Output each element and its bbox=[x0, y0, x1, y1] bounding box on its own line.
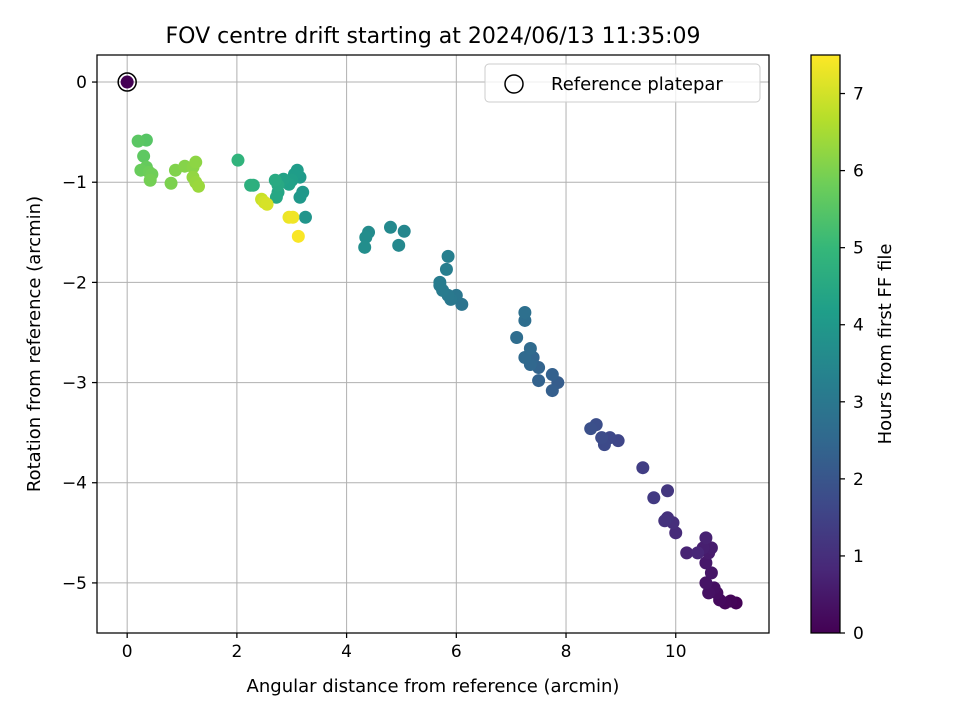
data-point bbox=[433, 275, 447, 289]
data-point bbox=[584, 422, 598, 436]
colorbar-tick-label: 5 bbox=[853, 239, 864, 259]
data-point bbox=[441, 249, 455, 263]
data-point bbox=[298, 210, 312, 224]
data-point bbox=[143, 173, 157, 187]
data-point bbox=[244, 178, 258, 192]
x-tick-label: 8 bbox=[561, 642, 572, 662]
data-point bbox=[699, 531, 713, 545]
data-point bbox=[702, 586, 716, 600]
y-axis-ticks: 0 −1 −2 −3 −4 −5 bbox=[62, 73, 97, 594]
data-point bbox=[699, 556, 713, 570]
x-tick-label: 10 bbox=[665, 642, 687, 662]
data-point bbox=[545, 384, 559, 398]
reference-platepar-point bbox=[117, 72, 137, 92]
plot-frame bbox=[96, 54, 770, 634]
legend-entry-reference-platepar: Reference platepar bbox=[551, 74, 723, 95]
colorbar-tick-label: 4 bbox=[853, 316, 864, 336]
data-point bbox=[699, 576, 713, 590]
data-points bbox=[131, 133, 743, 610]
y-tick-label: −1 bbox=[62, 173, 87, 193]
y-tick-label: 0 bbox=[76, 73, 87, 93]
y-tick-label: −4 bbox=[62, 474, 87, 494]
data-point bbox=[532, 374, 546, 388]
y-tick-label: −2 bbox=[62, 273, 87, 293]
data-point bbox=[164, 176, 178, 190]
data-point bbox=[439, 262, 453, 276]
data-point bbox=[291, 229, 305, 243]
data-point bbox=[647, 491, 661, 505]
data-point bbox=[691, 546, 705, 560]
data-point bbox=[268, 173, 282, 187]
data-point bbox=[189, 155, 203, 169]
plot-area-background bbox=[97, 55, 769, 633]
data-point bbox=[293, 190, 307, 204]
y-tick-label: −5 bbox=[62, 574, 87, 594]
colorbar-ticks: 0 1 2 3 4 5 6 7 bbox=[840, 85, 864, 644]
data-point bbox=[510, 330, 524, 344]
data-point bbox=[392, 238, 406, 252]
data-point bbox=[595, 431, 609, 445]
data-point bbox=[269, 190, 283, 204]
colorbar-tick-label: 1 bbox=[853, 547, 864, 567]
legend-marker-icon bbox=[504, 74, 524, 94]
data-point bbox=[658, 514, 672, 528]
colorbar-label: Hours from first FF file bbox=[875, 244, 896, 445]
data-point bbox=[137, 149, 151, 163]
data-point bbox=[704, 566, 718, 580]
data-point bbox=[131, 134, 145, 148]
reference-data-point bbox=[120, 75, 134, 89]
colorbar-tick-label: 6 bbox=[853, 162, 864, 182]
data-point bbox=[669, 526, 683, 540]
x-axis-ticks: 0 2 4 6 8 10 bbox=[122, 633, 687, 662]
x-tick-label: 0 bbox=[122, 642, 133, 662]
data-point bbox=[359, 230, 373, 244]
data-point bbox=[397, 224, 411, 238]
x-axis-label: Angular distance from reference (arcmin) bbox=[247, 676, 620, 697]
colorbar-tick-label: 2 bbox=[853, 470, 864, 490]
x-tick-label: 6 bbox=[451, 642, 462, 662]
data-point bbox=[545, 368, 559, 382]
legend-box bbox=[484, 63, 761, 103]
data-point bbox=[358, 240, 372, 254]
reference-marker-ring bbox=[117, 72, 137, 92]
data-point bbox=[680, 546, 694, 560]
data-point bbox=[518, 305, 532, 319]
grid bbox=[97, 55, 769, 633]
data-point bbox=[191, 179, 205, 193]
legend: Reference platepar bbox=[484, 63, 761, 103]
y-tick-label: −3 bbox=[62, 374, 87, 394]
data-point bbox=[661, 484, 675, 498]
colorbar-gradient bbox=[810, 54, 841, 634]
colorbar-tick-label: 3 bbox=[853, 393, 864, 413]
data-point bbox=[523, 342, 537, 356]
chart-title: FOV centre drift starting at 2024/06/13 … bbox=[166, 24, 701, 49]
colorbar-tick-label: 7 bbox=[853, 85, 864, 105]
y-axis-label: Rotation from reference (arcmin) bbox=[24, 196, 45, 492]
data-point bbox=[231, 153, 245, 167]
data-point bbox=[286, 210, 300, 224]
data-point bbox=[383, 220, 397, 234]
x-tick-label: 4 bbox=[341, 642, 352, 662]
colorbar: 0 1 2 3 4 5 6 7 Hours from first FF file bbox=[810, 54, 896, 644]
colorbar-tick-label: 0 bbox=[853, 624, 864, 644]
x-tick-label: 2 bbox=[231, 642, 242, 662]
data-point bbox=[260, 197, 274, 211]
data-point bbox=[636, 461, 650, 475]
